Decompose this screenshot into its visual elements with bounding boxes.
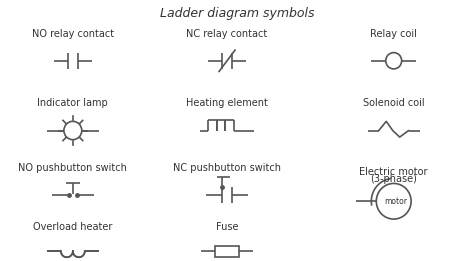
Text: Heating element: Heating element xyxy=(186,98,268,108)
Text: Indicator lamp: Indicator lamp xyxy=(37,98,108,108)
Text: (3-phase): (3-phase) xyxy=(370,174,417,184)
Text: Ladder diagram symbols: Ladder diagram symbols xyxy=(160,7,314,20)
Text: Overload heater: Overload heater xyxy=(33,222,112,232)
Bar xyxy=(215,246,239,257)
Text: Solenoid coil: Solenoid coil xyxy=(363,98,425,108)
Text: NO pushbutton switch: NO pushbutton switch xyxy=(18,163,127,173)
Text: Relay coil: Relay coil xyxy=(370,29,417,39)
Text: motor: motor xyxy=(384,197,407,206)
Text: Fuse: Fuse xyxy=(216,222,238,232)
Text: NC pushbutton switch: NC pushbutton switch xyxy=(173,163,281,173)
Text: NC relay contact: NC relay contact xyxy=(186,29,268,39)
Text: Electric motor: Electric motor xyxy=(359,167,428,177)
Text: NO relay contact: NO relay contact xyxy=(32,29,114,39)
